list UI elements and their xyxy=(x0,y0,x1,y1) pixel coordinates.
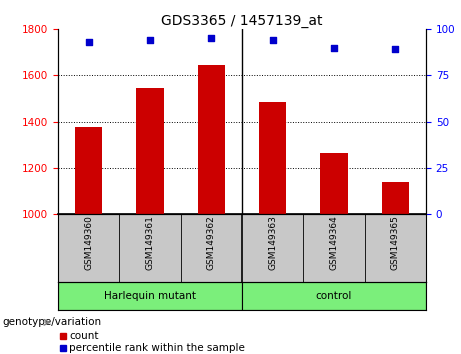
Title: GDS3365 / 1457139_at: GDS3365 / 1457139_at xyxy=(161,14,323,28)
Point xyxy=(392,46,399,52)
Text: GSM149360: GSM149360 xyxy=(84,215,93,270)
Text: GSM149364: GSM149364 xyxy=(330,215,338,270)
Text: percentile rank within the sample: percentile rank within the sample xyxy=(69,343,245,353)
Bar xyxy=(136,88,164,214)
Point xyxy=(331,45,338,50)
Bar xyxy=(75,127,102,214)
Point xyxy=(85,39,92,45)
Point xyxy=(207,35,215,41)
Text: GSM149362: GSM149362 xyxy=(207,215,216,270)
Bar xyxy=(197,65,225,214)
Text: genotype/variation: genotype/variation xyxy=(2,317,101,327)
Text: GSM149361: GSM149361 xyxy=(146,215,154,270)
Text: GSM149363: GSM149363 xyxy=(268,215,277,270)
Text: Harlequin mutant: Harlequin mutant xyxy=(104,291,196,301)
Bar xyxy=(320,153,348,214)
Bar xyxy=(60,332,66,338)
Bar xyxy=(382,182,409,214)
Text: GSM149365: GSM149365 xyxy=(391,215,400,270)
Text: control: control xyxy=(316,291,352,301)
Point xyxy=(269,37,276,43)
Bar xyxy=(60,345,66,351)
Text: count: count xyxy=(69,331,99,341)
Bar xyxy=(242,282,426,310)
Point xyxy=(146,37,154,43)
Bar xyxy=(58,282,242,310)
Bar xyxy=(259,102,286,214)
